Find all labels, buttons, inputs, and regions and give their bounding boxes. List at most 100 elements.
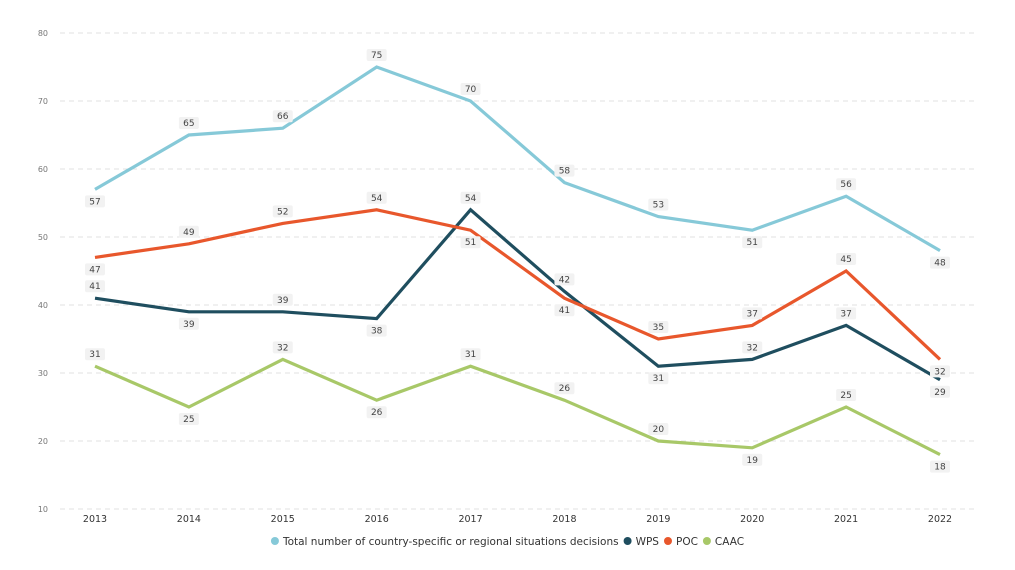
data-label: 54 [460,191,481,204]
data-label-bg [930,460,950,473]
data-label: 70 [460,83,481,95]
data-label-bg [648,423,669,435]
y-tick-label: 40 [38,301,48,310]
legend-item[interactable]: CAAC [702,536,744,548]
data-label: 39 [272,293,293,306]
legend-marker-icon [663,537,672,545]
data-label: 29 [930,385,950,398]
data-label: 32 [742,341,763,354]
y-tick-label: 80 [38,29,48,38]
x-axis: 2013 2014 2015 2016 2017 2018 2019 2020 2021 2022 [83,514,952,525]
data-label-bg [272,341,293,354]
data-label: 37 [742,307,763,320]
data-label-text: 53 [653,201,664,211]
data-label-bg [178,117,199,129]
series-lines [94,65,942,457]
data-label-text: 41 [89,282,100,292]
x-tick-label: 2015 [271,514,295,525]
data-label: 51 [460,236,481,249]
data-label: 53 [648,198,669,211]
data-label: 54 [366,191,387,204]
data-label-text: 26 [559,384,571,394]
series-line-caac[interactable] [94,357,941,457]
data-label: 32 [930,365,950,378]
data-label-text: 58 [559,167,571,177]
data-label-text: 37 [840,309,851,319]
legend-item[interactable]: WPS [623,536,660,548]
data-label-text: 41 [559,306,570,316]
data-label-bg [85,348,105,361]
data-label: 57 [85,195,105,208]
data-label-text: 20 [653,425,665,435]
legend-item[interactable]: Total number of country-specific or regi… [270,536,619,548]
data-label-bg [554,304,575,317]
data-label-text: 26 [371,408,383,418]
data-label: 42 [554,273,575,286]
data-label: 26 [554,382,575,395]
data-label: 41 [554,304,575,317]
data-label-bg [930,385,950,398]
data-label-text: 32 [934,367,945,377]
data-label: 18 [930,460,950,473]
data-label-text: 35 [653,323,664,333]
y-tick-label: 70 [38,97,48,106]
data-label: 49 [178,225,199,238]
data-label-bg [648,372,669,385]
x-tick-label: 2021 [834,514,858,525]
data-label: 41 [85,280,105,293]
data-label-bg [272,293,293,306]
data-label-text: 56 [840,180,852,190]
y-tick-label: 60 [38,165,48,174]
data-label-text: 31 [89,350,100,360]
series-line-total-number-of-country-specific-or-regional-situations-decisions[interactable] [94,65,941,252]
data-label-bg [742,236,763,249]
y-tick-label: 20 [38,437,48,446]
data-label-text: 51 [465,238,476,248]
data-label: 25 [836,389,857,401]
data-label-text: 51 [746,238,757,248]
data-label-text: 49 [183,228,195,238]
data-label-text: 57 [89,197,100,207]
data-label-bg [930,256,950,269]
data-label-text: 47 [89,265,100,275]
data-label-text: 66 [277,112,289,122]
y-tick-label: 50 [38,233,48,242]
data-label-text: 39 [183,320,195,330]
data-label: 31 [648,372,669,385]
data-label-text: 32 [277,343,288,353]
data-label: 45 [836,253,857,265]
data-label: 31 [460,348,481,361]
data-label-bg [272,110,293,123]
data-label-bg [178,413,199,425]
y-tick-label: 10 [38,505,48,514]
legend-label: Total number of country-specific or regi… [282,536,619,548]
legend[interactable]: Total number of country-specific or regi… [270,536,744,548]
legend-marker-icon [270,537,279,545]
data-label: 25 [178,413,199,425]
data-label-bg [366,324,387,337]
data-label-bg [85,195,105,208]
gridlines [60,32,978,510]
data-label-bg [648,321,669,333]
data-label-text: 29 [934,388,946,398]
x-tick-label: 2017 [458,514,482,525]
data-label-bg [930,365,950,378]
data-label: 26 [366,406,387,419]
data-label-text: 45 [840,255,851,265]
data-label: 52 [272,205,293,218]
series-line-wps[interactable] [94,207,941,382]
legend-marker-icon [623,537,632,545]
legend-item[interactable]: POC [663,536,698,548]
data-label-bg [178,317,199,330]
series-line-poc[interactable] [94,208,942,361]
data-label-bg [366,406,387,419]
data-label-text: 54 [465,194,477,204]
data-label: 38 [366,324,387,337]
x-tick-label: 2016 [365,514,389,525]
data-label-bg [460,83,481,95]
x-tick-label: 2022 [928,514,952,525]
data-label-bg [272,205,293,218]
data-label-text: 70 [465,85,477,95]
data-label: 56 [836,178,857,191]
